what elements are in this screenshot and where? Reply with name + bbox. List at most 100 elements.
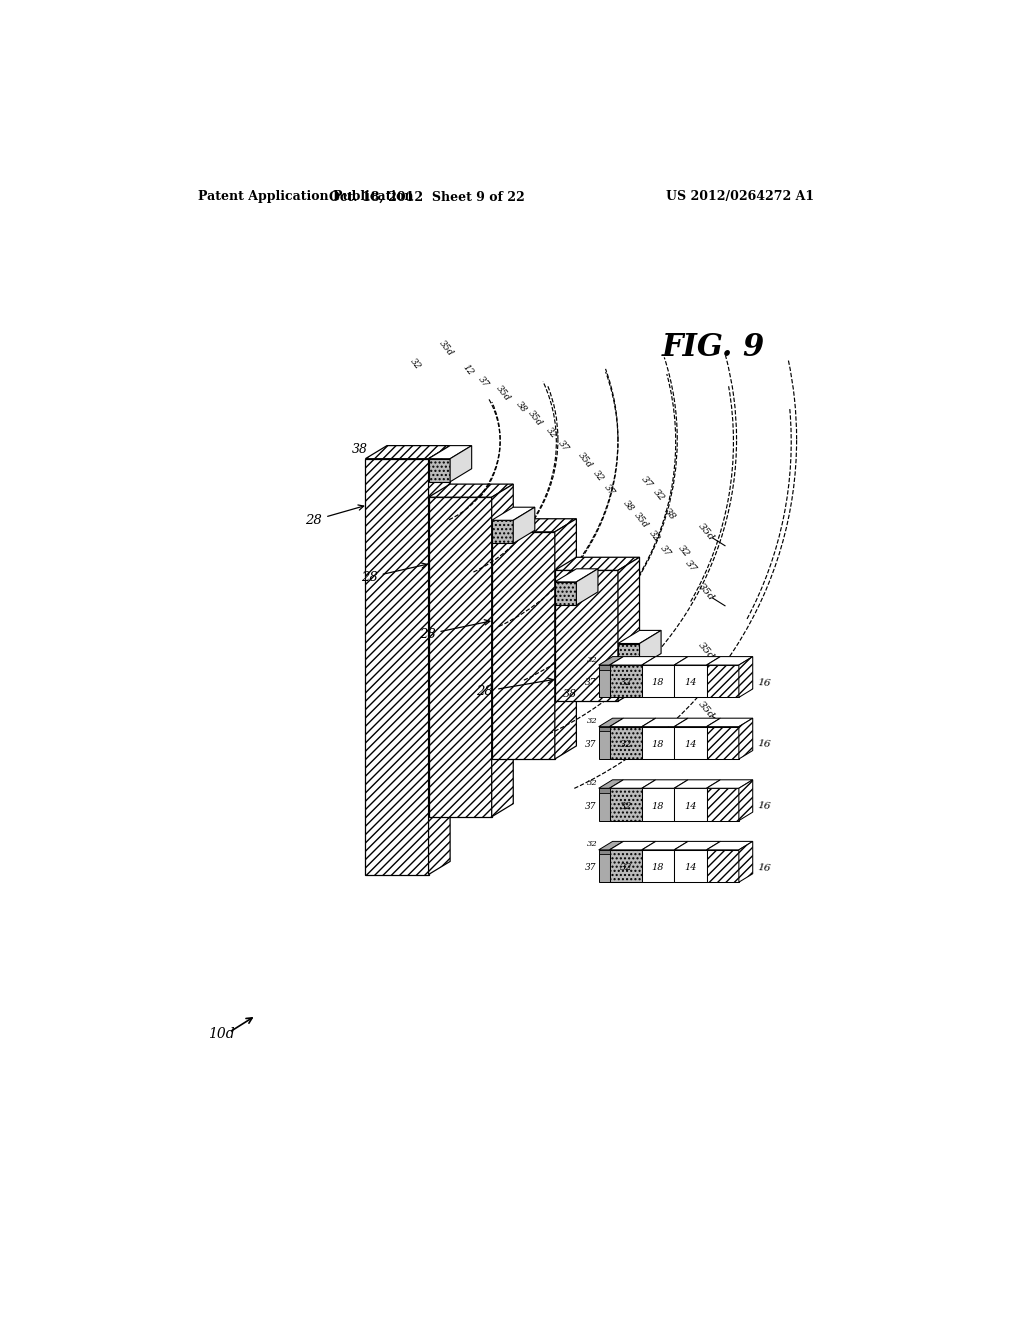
Polygon shape <box>674 841 720 850</box>
Polygon shape <box>366 446 451 459</box>
Polygon shape <box>599 788 609 793</box>
Polygon shape <box>739 841 753 882</box>
Polygon shape <box>555 557 640 570</box>
Text: 32: 32 <box>676 544 691 558</box>
Text: 35d: 35d <box>495 384 512 403</box>
Polygon shape <box>429 446 451 875</box>
Text: 32: 32 <box>620 741 632 748</box>
Text: 16: 16 <box>758 862 771 873</box>
Polygon shape <box>642 788 674 821</box>
Text: 35d: 35d <box>577 450 594 470</box>
Text: 32: 32 <box>620 678 632 688</box>
Text: 18: 18 <box>651 678 665 688</box>
Polygon shape <box>642 656 688 665</box>
Text: 14: 14 <box>684 863 696 873</box>
Polygon shape <box>674 665 707 697</box>
Text: 32: 32 <box>620 801 632 810</box>
Text: 35d: 35d <box>696 521 717 543</box>
Polygon shape <box>674 656 720 665</box>
Polygon shape <box>492 520 513 544</box>
Polygon shape <box>739 718 753 759</box>
Polygon shape <box>599 788 609 821</box>
Text: 32: 32 <box>587 656 598 664</box>
Polygon shape <box>555 569 598 582</box>
Text: 28: 28 <box>360 562 427 583</box>
Polygon shape <box>674 718 720 726</box>
Polygon shape <box>513 507 535 544</box>
Polygon shape <box>707 850 739 882</box>
Text: 16: 16 <box>758 677 771 688</box>
Polygon shape <box>599 780 624 788</box>
Text: 38: 38 <box>663 507 677 521</box>
Text: 38: 38 <box>563 689 578 700</box>
Polygon shape <box>609 665 642 697</box>
Text: 28: 28 <box>476 678 553 698</box>
Polygon shape <box>642 718 688 726</box>
Polygon shape <box>674 726 707 759</box>
Polygon shape <box>492 532 555 759</box>
Text: 32: 32 <box>409 356 423 371</box>
Text: 37: 37 <box>585 863 596 873</box>
Text: 37: 37 <box>585 678 596 688</box>
Text: 18: 18 <box>651 741 665 748</box>
Text: 32: 32 <box>647 528 662 543</box>
Polygon shape <box>429 498 492 817</box>
Polygon shape <box>599 726 609 759</box>
Polygon shape <box>451 446 472 482</box>
Text: 16: 16 <box>758 801 771 810</box>
Polygon shape <box>492 519 577 532</box>
Text: 38: 38 <box>621 499 635 513</box>
Polygon shape <box>707 841 753 850</box>
Text: 32: 32 <box>587 717 598 725</box>
Polygon shape <box>609 841 655 850</box>
Text: 16: 16 <box>758 739 771 750</box>
Polygon shape <box>429 446 472 459</box>
Polygon shape <box>609 788 642 821</box>
Polygon shape <box>707 656 753 665</box>
Polygon shape <box>640 631 662 667</box>
Polygon shape <box>599 850 609 854</box>
Text: 38: 38 <box>515 400 528 414</box>
Polygon shape <box>599 841 624 850</box>
Text: 28: 28 <box>305 506 364 527</box>
Polygon shape <box>707 788 739 821</box>
Text: 37: 37 <box>602 482 616 496</box>
Polygon shape <box>739 780 753 821</box>
Polygon shape <box>674 788 707 821</box>
Text: 37: 37 <box>556 440 570 454</box>
Polygon shape <box>609 726 642 759</box>
Polygon shape <box>599 850 609 882</box>
Polygon shape <box>555 519 577 759</box>
Polygon shape <box>609 780 655 788</box>
Polygon shape <box>492 507 535 520</box>
Text: 14: 14 <box>684 741 696 748</box>
Polygon shape <box>429 459 451 482</box>
Polygon shape <box>555 570 617 701</box>
Polygon shape <box>609 850 642 882</box>
Polygon shape <box>555 582 577 605</box>
Text: 35d: 35d <box>696 640 717 661</box>
Text: 32: 32 <box>545 426 559 441</box>
Polygon shape <box>609 718 655 726</box>
Polygon shape <box>617 557 640 701</box>
Polygon shape <box>617 631 662 644</box>
Text: 35d: 35d <box>526 409 545 428</box>
Text: 35d: 35d <box>437 339 455 358</box>
Polygon shape <box>599 656 624 665</box>
Polygon shape <box>707 718 753 726</box>
Text: 32: 32 <box>587 841 598 849</box>
Text: 32: 32 <box>587 779 598 787</box>
Polygon shape <box>674 780 720 788</box>
Polygon shape <box>707 780 753 788</box>
Text: 32: 32 <box>620 863 632 873</box>
Text: 37: 37 <box>476 375 490 389</box>
Text: 37: 37 <box>684 558 698 574</box>
Text: 32: 32 <box>651 488 667 503</box>
Polygon shape <box>739 656 753 697</box>
Text: 28: 28 <box>419 619 489 640</box>
Text: 35d: 35d <box>632 511 650 529</box>
Polygon shape <box>707 726 739 759</box>
Text: Oct. 18, 2012  Sheet 9 of 22: Oct. 18, 2012 Sheet 9 of 22 <box>329 190 525 203</box>
Text: 18: 18 <box>651 863 665 873</box>
Polygon shape <box>599 665 609 669</box>
